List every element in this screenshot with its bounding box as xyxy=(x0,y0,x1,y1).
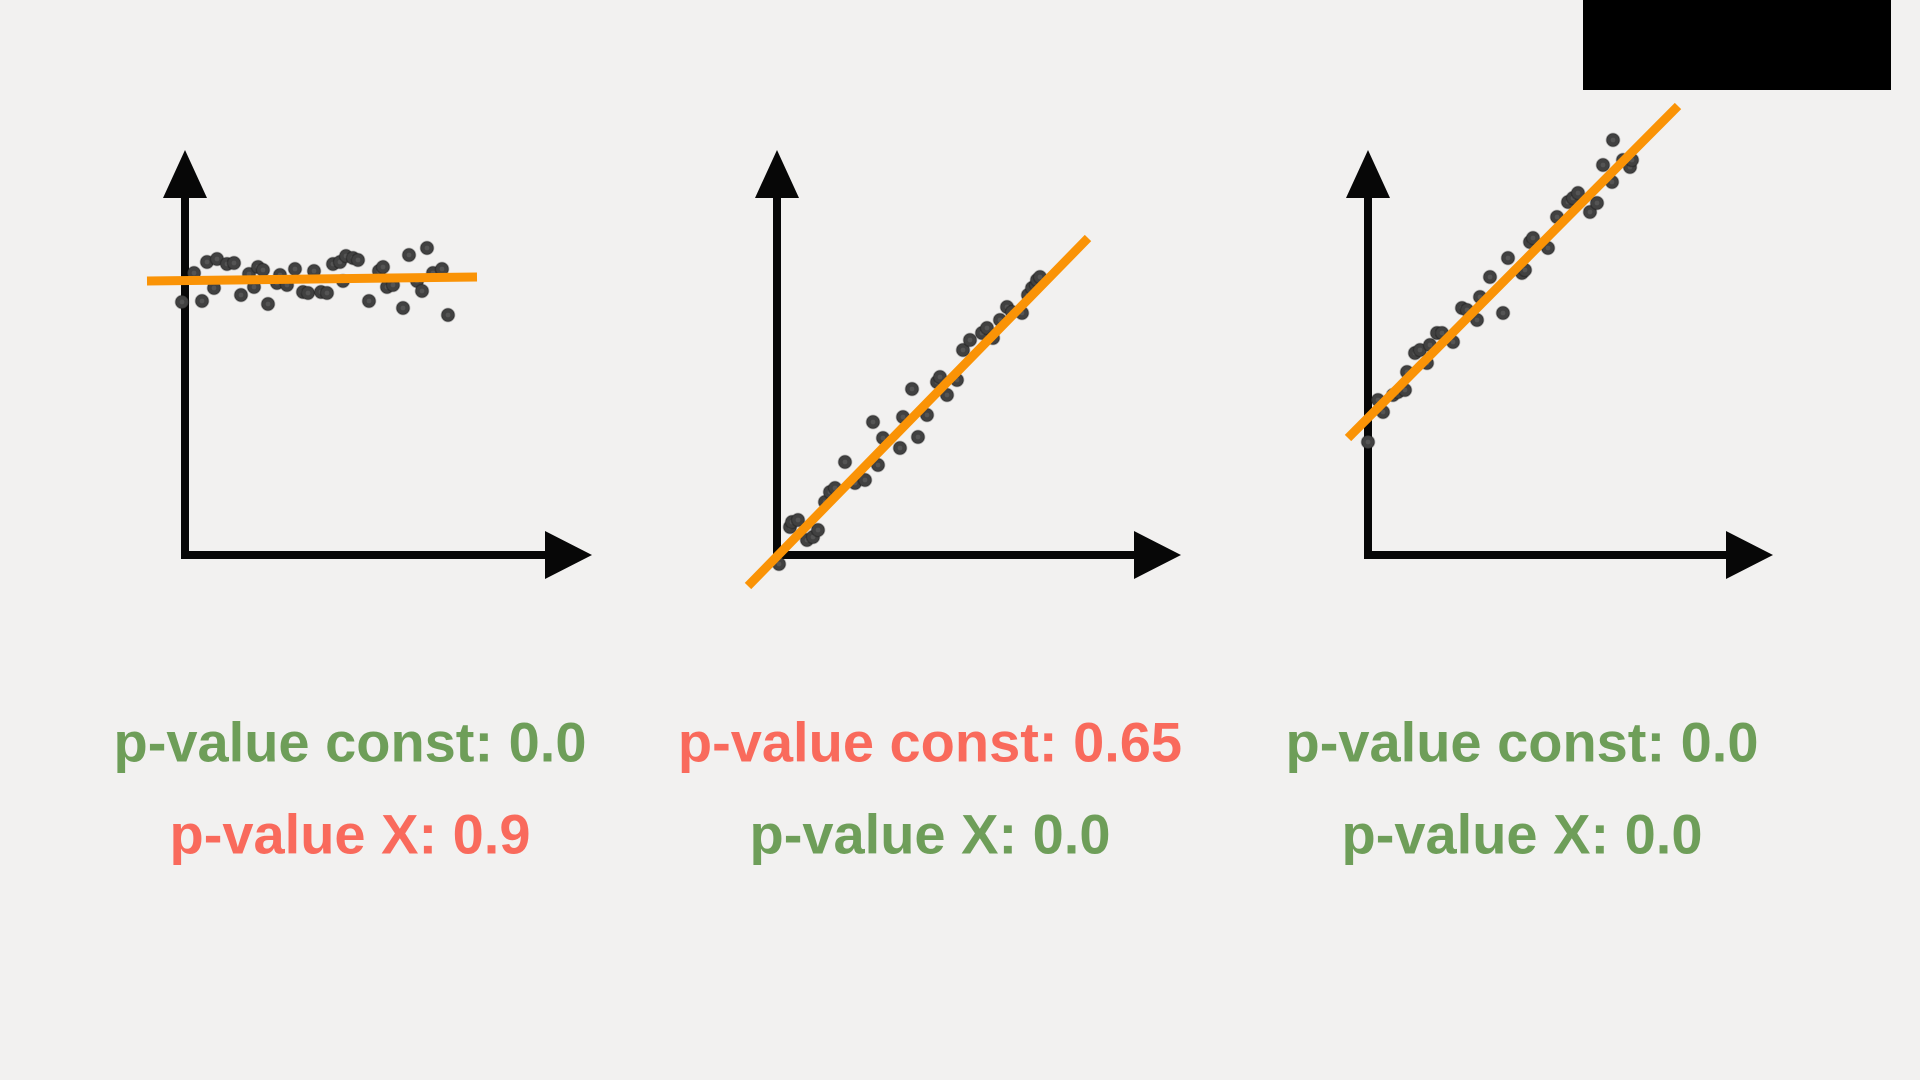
data-point-core xyxy=(1530,235,1536,241)
data-point-core xyxy=(1522,267,1528,273)
regression-line xyxy=(744,234,1092,590)
data-point-core xyxy=(810,534,816,540)
data-point-core xyxy=(214,256,220,262)
data-point-core xyxy=(246,271,252,277)
data-point-core xyxy=(311,268,317,274)
chart-2 xyxy=(744,150,1181,590)
data-point-core xyxy=(355,257,361,263)
data-point-core xyxy=(439,266,445,272)
data-point-core xyxy=(915,434,921,440)
pvalue-x-label-chart1: p-value X: 0.9 xyxy=(169,802,531,866)
data-point-core xyxy=(909,386,915,392)
x-axis-arrowhead-icon xyxy=(1134,531,1181,579)
data-point-core xyxy=(231,260,237,266)
data-point-core xyxy=(924,412,930,418)
data-point-core xyxy=(199,298,205,304)
data-point-core xyxy=(390,282,396,288)
pvalue-x-label-chart2: p-value X: 0.0 xyxy=(749,802,1111,866)
data-point-core xyxy=(1500,310,1506,316)
data-point-core xyxy=(1450,339,1456,345)
data-point-core xyxy=(424,245,430,251)
data-point-core xyxy=(897,445,903,451)
pvalue-const-label-chart3: p-value const: 0.0 xyxy=(1285,710,1759,774)
data-point-core xyxy=(1427,342,1433,348)
data-point-core xyxy=(1487,274,1493,280)
data-point-core xyxy=(260,267,266,273)
data-point-core xyxy=(1609,179,1615,185)
x-axis-arrowhead-icon xyxy=(545,531,592,579)
data-point-core xyxy=(776,561,782,567)
data-point-core xyxy=(1417,347,1423,353)
data-point-core xyxy=(1610,137,1616,143)
y-axis-arrowhead-icon xyxy=(163,150,207,198)
data-point-core xyxy=(251,284,257,290)
chart-3 xyxy=(1344,102,1773,579)
data-point-core xyxy=(937,374,943,380)
data-point-core xyxy=(1037,274,1043,280)
regression-line xyxy=(1344,102,1682,442)
pvalue-const-label-chart2: p-value const: 0.65 xyxy=(677,710,1183,774)
data-point-core xyxy=(1505,255,1511,261)
data-point-core xyxy=(324,290,330,296)
data-point-core xyxy=(380,264,386,270)
data-point-core xyxy=(900,414,906,420)
data-point-core xyxy=(419,288,425,294)
data-point-core xyxy=(842,459,848,465)
data-point-core xyxy=(1600,162,1606,168)
data-point-core xyxy=(815,527,821,533)
data-point-core xyxy=(305,290,311,296)
data-point-core xyxy=(1554,214,1560,220)
data-point-core xyxy=(292,266,298,272)
data-point-core xyxy=(337,259,343,265)
data-point-core xyxy=(880,435,886,441)
data-point-core xyxy=(1587,209,1593,215)
data-point-core xyxy=(366,298,372,304)
data-point-core xyxy=(944,392,950,398)
data-point-core xyxy=(960,347,966,353)
data-point-core xyxy=(406,252,412,258)
data-point-core xyxy=(238,292,244,298)
data-point-core xyxy=(1474,317,1480,323)
pvalue-x-label-chart3: p-value X: 0.0 xyxy=(1341,802,1703,866)
data-point-core xyxy=(179,299,185,305)
data-point-core xyxy=(875,462,881,468)
data-point-core xyxy=(1380,409,1386,415)
data-point-core xyxy=(204,259,210,265)
data-point-core xyxy=(832,485,838,491)
regression-line xyxy=(146,272,478,286)
data-point-core xyxy=(265,301,271,307)
data-point-core xyxy=(795,517,801,523)
x-axis-arrowhead-icon xyxy=(1726,531,1773,579)
pvalue-const-label-chart1: p-value const: 0.0 xyxy=(113,710,587,774)
data-point-core xyxy=(445,312,451,318)
data-point-core xyxy=(967,337,973,343)
data-point-core xyxy=(191,270,197,276)
data-point-core xyxy=(984,325,990,331)
y-axis-arrowhead-icon xyxy=(1346,150,1390,198)
data-point-core xyxy=(211,285,217,291)
data-point-core xyxy=(400,305,406,311)
data-point-core xyxy=(1402,387,1408,393)
data-point-core xyxy=(1594,200,1600,206)
redaction-banner xyxy=(1583,0,1891,90)
data-point-core xyxy=(870,419,876,425)
y-axis-arrowhead-icon xyxy=(755,150,799,198)
data-point-core xyxy=(1575,190,1581,196)
data-point-core xyxy=(862,477,868,483)
chart-1 xyxy=(146,150,592,579)
data-point-core xyxy=(1545,245,1551,251)
data-point-core xyxy=(1365,439,1371,445)
data-point-core xyxy=(1439,330,1445,336)
